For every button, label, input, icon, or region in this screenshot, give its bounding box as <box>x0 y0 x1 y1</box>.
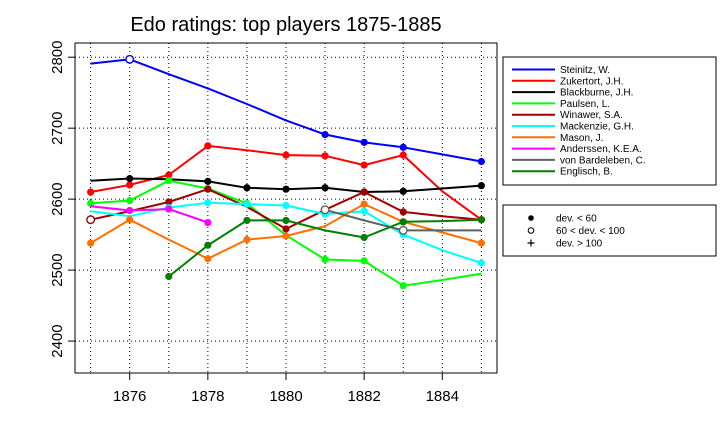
marker-legend-symbol <box>527 227 535 234</box>
data-point <box>204 255 212 263</box>
data-point <box>204 218 212 227</box>
data-point <box>399 151 407 159</box>
x-tick-label: 1882 <box>347 388 380 405</box>
data-point <box>282 216 290 225</box>
legend-entry: von Bardeleben, C. <box>560 155 646 166</box>
data-point <box>360 233 368 242</box>
legend-entry: Mackenzie, G.H. <box>560 122 634 133</box>
data-point <box>321 255 329 264</box>
data-point <box>399 208 407 216</box>
data-point <box>360 138 368 146</box>
data-point <box>204 241 212 249</box>
data-point <box>204 142 212 150</box>
data-point <box>399 282 407 290</box>
data-point <box>282 185 290 193</box>
data-point <box>86 215 96 225</box>
data-point <box>165 272 173 281</box>
legend-entry: Mason, J. <box>560 133 603 144</box>
y-tick-label: 2600 <box>49 182 66 215</box>
data-point <box>243 235 251 244</box>
data-point <box>399 218 407 226</box>
legend-entry: Anderssen, K.E.A. <box>560 144 642 155</box>
data-point <box>243 200 251 208</box>
x-tick-label: 1878 <box>191 388 224 405</box>
legend-entry: Steinitz, W. <box>560 65 610 76</box>
legend-entry: Winawer, S.A. <box>560 110 623 121</box>
data-point <box>165 205 173 213</box>
data-point <box>204 199 212 207</box>
data-point <box>477 259 485 267</box>
data-point <box>282 225 290 233</box>
x-tick-label: 1876 <box>113 388 146 405</box>
data-point <box>477 182 485 190</box>
data-point <box>360 257 368 265</box>
data-point <box>126 174 134 183</box>
marker-legend-symbol <box>528 215 534 221</box>
data-point <box>360 188 368 196</box>
y-tick-label: 2500 <box>49 253 66 286</box>
data-point <box>360 200 368 208</box>
marker-legend-entry: dev. < 60 <box>556 214 597 225</box>
data-point <box>399 187 407 195</box>
data-point <box>126 206 134 215</box>
data-point <box>204 185 212 193</box>
data-point <box>282 201 290 210</box>
data-point <box>125 54 135 64</box>
legend-box <box>502 56 717 186</box>
data-point <box>282 232 290 240</box>
x-tick-label: 1880 <box>269 388 302 405</box>
data-point <box>360 161 368 169</box>
data-point <box>477 239 485 247</box>
data-point <box>282 151 290 159</box>
series-line-8 <box>90 205 209 224</box>
data-point <box>87 239 95 247</box>
data-point <box>165 171 173 179</box>
y-tick-label: 2700 <box>49 111 66 144</box>
data-point <box>165 198 173 206</box>
x-tick-label: 1884 <box>426 388 459 405</box>
y-tick-label: 2800 <box>49 41 66 74</box>
data-point <box>477 157 485 166</box>
y-tick-label: 2400 <box>49 324 66 357</box>
series-line-1 <box>90 58 482 163</box>
data-point <box>243 216 251 225</box>
data-point <box>398 225 408 235</box>
data-point <box>321 184 329 192</box>
data-point <box>165 177 173 185</box>
legend-entry: Blackburne, J.H. <box>560 88 633 99</box>
legend-entry: Englisch, B. <box>560 167 613 178</box>
data-point <box>126 216 134 224</box>
data-point <box>87 188 95 196</box>
data-point <box>360 207 368 215</box>
data-point <box>477 216 485 224</box>
data-point <box>399 143 407 151</box>
marker-legend-entry: 60 < dev. < 100 <box>556 226 625 237</box>
legend-entry: Zukertort, J.H. <box>560 76 623 87</box>
data-point <box>321 152 329 160</box>
data-point <box>126 181 134 189</box>
data-point <box>321 130 329 139</box>
series-line-10 <box>168 218 482 278</box>
marker-legend-box <box>502 204 717 257</box>
data-point <box>320 205 330 215</box>
marker-legend-symbol <box>527 239 535 247</box>
data-point <box>126 196 134 205</box>
data-point <box>204 177 212 185</box>
chart-title: Edo ratings: top players 1875-1885 <box>130 14 441 36</box>
data-point <box>87 199 95 207</box>
marker-legend-entry: dev. > 100 <box>556 239 603 250</box>
data-point <box>243 184 251 192</box>
legend-entry: Paulsen, L. <box>560 99 610 110</box>
